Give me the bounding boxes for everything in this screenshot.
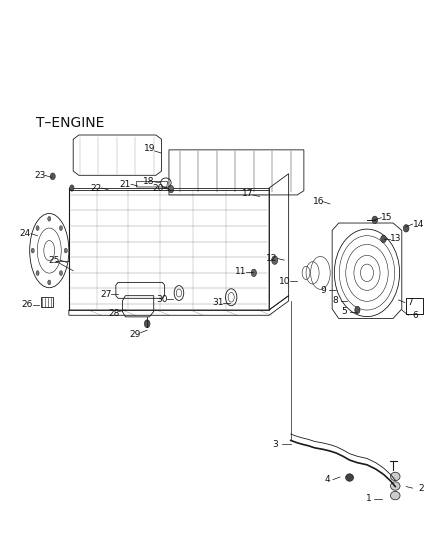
Ellipse shape bbox=[372, 216, 378, 223]
Text: 7: 7 bbox=[408, 298, 413, 307]
Ellipse shape bbox=[355, 306, 360, 314]
Text: 26: 26 bbox=[21, 300, 32, 309]
Text: 13: 13 bbox=[389, 235, 401, 244]
Text: 18: 18 bbox=[143, 177, 154, 186]
Text: 15: 15 bbox=[381, 213, 392, 222]
Ellipse shape bbox=[272, 256, 278, 264]
Ellipse shape bbox=[391, 491, 400, 500]
Text: 23: 23 bbox=[34, 171, 46, 180]
Ellipse shape bbox=[64, 248, 67, 253]
Text: 19: 19 bbox=[144, 144, 155, 154]
Text: 6: 6 bbox=[412, 311, 418, 320]
Text: 31: 31 bbox=[212, 298, 224, 307]
Text: 12: 12 bbox=[266, 254, 278, 263]
Text: 10: 10 bbox=[279, 277, 290, 286]
Text: 24: 24 bbox=[20, 229, 31, 238]
Ellipse shape bbox=[60, 225, 63, 230]
Text: 2: 2 bbox=[419, 483, 424, 492]
Text: 4: 4 bbox=[324, 475, 330, 484]
Text: 17: 17 bbox=[241, 189, 253, 198]
Ellipse shape bbox=[403, 224, 409, 232]
Ellipse shape bbox=[391, 482, 400, 490]
Text: 28: 28 bbox=[108, 309, 120, 318]
Ellipse shape bbox=[169, 185, 174, 193]
Ellipse shape bbox=[36, 225, 39, 230]
Text: 5: 5 bbox=[342, 307, 347, 316]
Text: 21: 21 bbox=[120, 180, 131, 189]
Ellipse shape bbox=[346, 474, 353, 481]
Text: 20: 20 bbox=[152, 183, 164, 192]
Ellipse shape bbox=[70, 185, 74, 191]
Ellipse shape bbox=[36, 271, 39, 276]
Text: 9: 9 bbox=[321, 286, 326, 295]
Text: T–ENGINE: T–ENGINE bbox=[36, 116, 105, 131]
Text: 27: 27 bbox=[100, 289, 112, 298]
Text: 8: 8 bbox=[333, 296, 339, 305]
Text: 16: 16 bbox=[312, 197, 324, 206]
Text: 29: 29 bbox=[130, 330, 141, 339]
Ellipse shape bbox=[48, 280, 51, 285]
Text: 11: 11 bbox=[235, 268, 247, 276]
Text: 14: 14 bbox=[413, 220, 424, 229]
Text: 22: 22 bbox=[91, 183, 102, 192]
Ellipse shape bbox=[48, 216, 51, 221]
Ellipse shape bbox=[50, 173, 55, 180]
Text: 3: 3 bbox=[273, 440, 279, 449]
Text: 1: 1 bbox=[366, 494, 372, 503]
Ellipse shape bbox=[251, 269, 256, 277]
Ellipse shape bbox=[391, 472, 400, 481]
Ellipse shape bbox=[31, 248, 34, 253]
Text: 30: 30 bbox=[156, 295, 167, 304]
Text: 25: 25 bbox=[49, 256, 60, 265]
Ellipse shape bbox=[381, 235, 386, 243]
Ellipse shape bbox=[60, 271, 63, 276]
Ellipse shape bbox=[145, 320, 150, 328]
